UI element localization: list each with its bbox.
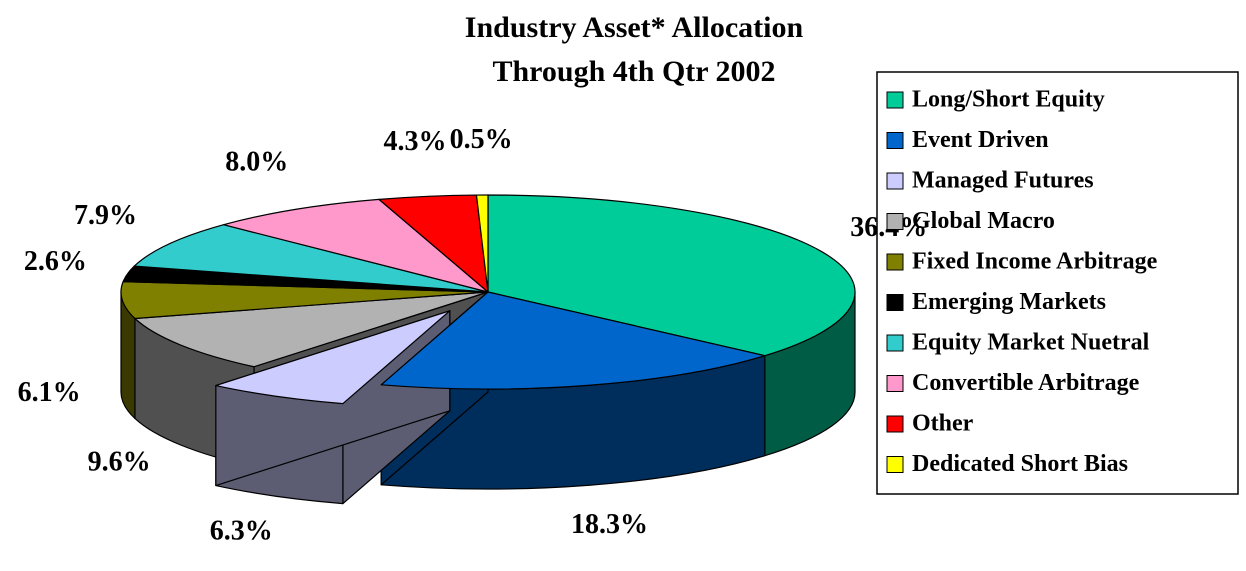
chart-title: Industry Asset* Allocation — [465, 11, 804, 44]
value-label: 18.3% — [571, 509, 648, 540]
value-label: 7.9% — [74, 200, 137, 231]
value-label: 0.5% — [450, 124, 513, 155]
legend-swatch — [886, 91, 904, 109]
legend-label: Fixed Income Arbitrage — [912, 249, 1158, 275]
legend-swatch — [886, 456, 904, 473]
legend-label: Convertible Arbitrage — [912, 370, 1140, 396]
slice — [380, 291, 766, 390]
legend-label: Global Macro — [912, 208, 1055, 234]
legend-swatch — [886, 334, 904, 352]
slice — [487, 194, 856, 357]
legend-swatch — [886, 172, 904, 190]
slice — [475, 194, 489, 293]
value-label: 8.0% — [225, 146, 288, 177]
slice — [120, 281, 489, 320]
value-label: 4.3% — [384, 126, 447, 157]
legend-label: Managed Futures — [912, 168, 1094, 194]
legend-swatch — [886, 132, 904, 149]
legend-swatch — [886, 213, 904, 230]
value-label: 6.1% — [18, 377, 81, 408]
slice — [134, 291, 489, 368]
slice — [223, 198, 489, 293]
legend-swatch — [886, 294, 904, 311]
slice — [133, 224, 489, 293]
value-label: 6.3% — [210, 516, 273, 547]
slice — [215, 310, 451, 405]
legend-label: Other — [912, 411, 974, 437]
legend-label: Emerging Markets — [912, 289, 1106, 315]
legend-swatch — [886, 253, 904, 271]
legend-label: Long/Short Equity — [912, 87, 1105, 113]
chart-title: Through 4th Qtr 2002 — [492, 55, 775, 88]
value-label: 9.6% — [88, 447, 151, 478]
legend-swatch — [886, 375, 904, 392]
legend-swatch — [886, 415, 904, 433]
legend-label: Equity Market Nuetral — [912, 330, 1150, 356]
legend-label: Dedicated Short Bias — [912, 451, 1128, 477]
value-label: 2.6% — [24, 246, 87, 277]
legend-label: Event Driven — [912, 127, 1049, 153]
legend-box — [876, 71, 1239, 495]
